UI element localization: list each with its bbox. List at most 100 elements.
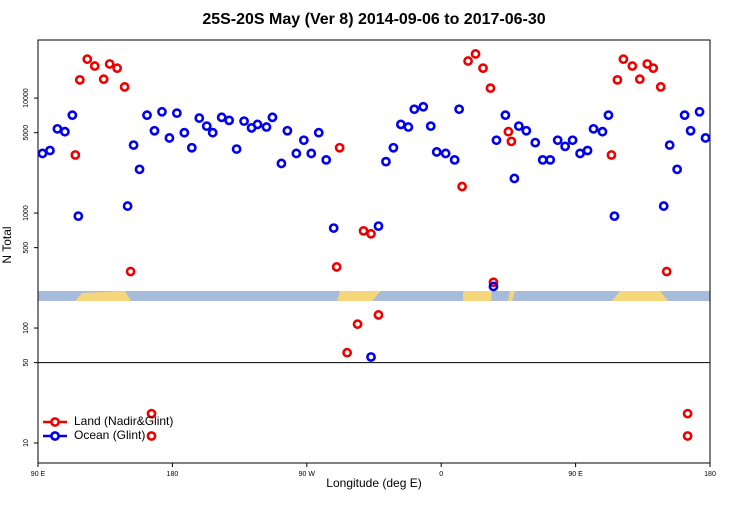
data-point <box>694 106 705 117</box>
data-point <box>509 173 520 184</box>
x-tick-label: 0 <box>439 471 443 478</box>
data-point <box>112 63 123 74</box>
data-point <box>70 150 81 160</box>
data-point <box>488 281 499 292</box>
data-point <box>134 164 145 175</box>
data-point <box>612 74 623 85</box>
data-point <box>67 110 78 121</box>
data-point <box>164 133 175 143</box>
data-point <box>207 127 218 138</box>
data-point <box>239 116 249 127</box>
data-point <box>74 74 85 85</box>
plot-frame <box>37 39 711 464</box>
data-point <box>45 145 55 156</box>
data-point <box>89 61 100 71</box>
data-point <box>119 82 130 92</box>
data-point <box>560 141 571 152</box>
data-point <box>485 83 496 94</box>
data-point <box>409 104 420 115</box>
x-tick-label: 90 E <box>31 471 46 478</box>
data-point <box>457 181 468 192</box>
y-tick-label: 10 <box>23 439 30 447</box>
data-point <box>682 431 693 441</box>
y-tick-label: 5000 <box>23 125 30 141</box>
data-point <box>201 121 212 132</box>
data-point <box>488 277 499 288</box>
x-tick-label: 90 E <box>568 471 583 478</box>
land-strip <box>337 291 381 301</box>
data-point <box>627 61 638 71</box>
data-point <box>552 135 563 146</box>
data-point <box>661 266 672 277</box>
data-point <box>231 144 242 154</box>
y-tick-label: 1000 <box>23 205 30 221</box>
data-point <box>500 110 511 121</box>
data-point <box>104 59 115 69</box>
data-point <box>672 164 683 175</box>
data-point <box>603 110 614 121</box>
land-strip <box>508 291 515 301</box>
data-point <box>463 56 473 66</box>
data-point <box>513 121 524 132</box>
data-point <box>216 112 227 123</box>
data-point <box>381 156 391 167</box>
land-strip <box>75 291 131 301</box>
data-point <box>328 223 339 233</box>
legend-label: Ocean (Glint) <box>74 428 145 442</box>
y-tick-label: 100 <box>23 322 30 334</box>
data-point <box>306 148 317 159</box>
map-strip <box>38 291 710 301</box>
data-point <box>679 110 690 121</box>
data-point <box>373 221 384 232</box>
data-point <box>157 106 167 117</box>
x-tick-label: 90 W <box>299 471 316 478</box>
land-strip <box>612 291 668 301</box>
data-point <box>373 310 384 320</box>
data-point <box>682 408 693 419</box>
data-point <box>425 121 436 132</box>
x-tick-label: 180 <box>167 471 179 478</box>
data-point <box>298 135 309 146</box>
data-point <box>655 82 666 92</box>
x-axis-label: Longitude (deg E) <box>326 476 421 490</box>
data-point <box>282 125 293 136</box>
data-point <box>454 104 465 115</box>
data-point <box>597 126 608 137</box>
data-point <box>179 127 190 138</box>
data-point <box>186 142 197 153</box>
data-point <box>440 148 451 159</box>
data-point <box>503 126 514 137</box>
data-point <box>146 431 157 441</box>
data-point <box>313 127 324 138</box>
data-point <box>431 147 442 157</box>
data-point <box>491 135 502 146</box>
data-point <box>261 122 272 132</box>
data-point <box>149 125 160 136</box>
data-point <box>366 352 376 362</box>
data-point <box>685 125 696 136</box>
y-axis-label: N Total <box>0 226 14 263</box>
data-point <box>194 113 205 123</box>
legend-label: Land (Nadir&Glint) <box>74 414 173 428</box>
data-point <box>588 123 599 134</box>
data-point <box>59 126 70 137</box>
legend-marker <box>50 417 60 427</box>
data-point <box>276 158 287 169</box>
data-point <box>521 125 532 136</box>
y-tick-label: 50 <box>23 359 30 367</box>
data-point <box>125 266 136 277</box>
data-point <box>366 228 376 239</box>
data-point <box>321 154 332 165</box>
data-point <box>331 262 342 272</box>
x-tick-label: 180 <box>704 471 716 478</box>
data-point <box>664 140 675 150</box>
y-tick-label: 500 <box>23 242 30 254</box>
data-point <box>506 136 517 147</box>
data-point <box>658 201 669 211</box>
land-strip <box>463 291 492 301</box>
data-point <box>700 133 711 143</box>
data-point <box>403 122 414 132</box>
data-point <box>609 211 620 222</box>
data-point <box>122 201 133 211</box>
